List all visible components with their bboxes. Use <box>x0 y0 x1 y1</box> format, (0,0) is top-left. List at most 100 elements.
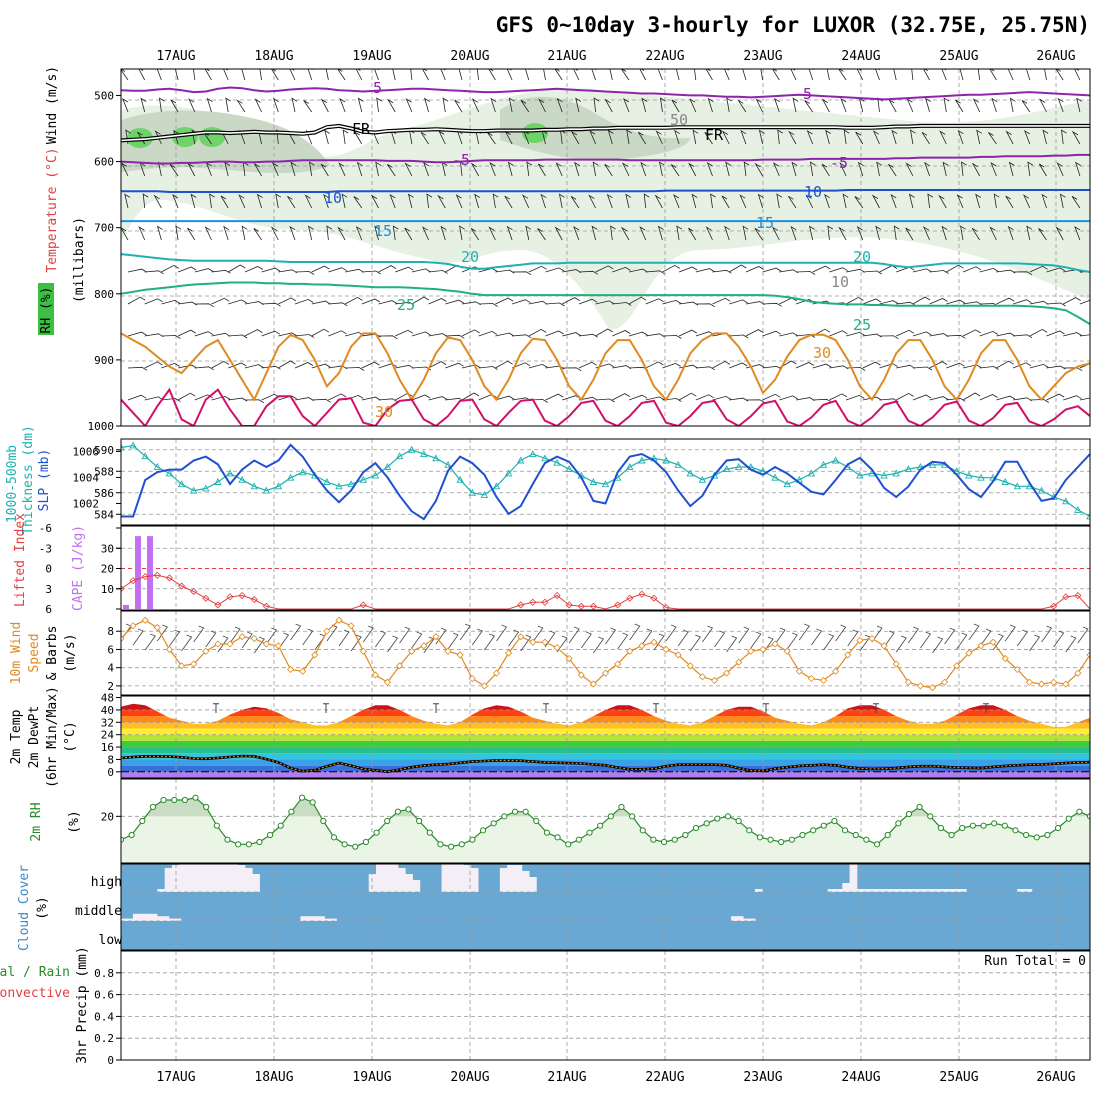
lifted-index-point <box>626 594 634 602</box>
lifted-index-point <box>177 582 186 590</box>
tick-label: 8 <box>107 625 114 638</box>
dewpoint-outline <box>121 754 1090 774</box>
wind-speed-point <box>807 675 815 683</box>
wind-speed-point <box>844 651 852 659</box>
middle-cloud-block <box>312 916 325 921</box>
wind-barb <box>474 193 481 209</box>
thickness-point <box>238 475 246 483</box>
wind-barb <box>217 635 229 653</box>
high-cloud-block <box>827 889 836 892</box>
wind-barb <box>946 362 965 369</box>
wind-barb <box>670 164 680 177</box>
wind-barb <box>842 193 849 209</box>
wind-barb <box>422 226 429 241</box>
wind-barb <box>612 393 631 401</box>
wind-speed-point <box>347 622 355 630</box>
thickness-slp-panel: 584 586 588 590 1002 1004 1006 1000-500mb Thic… <box>5 425 1091 535</box>
wind-barb <box>320 163 329 177</box>
wind-speed-point <box>1086 651 1090 659</box>
wind-barb <box>821 163 830 177</box>
wind-barb <box>326 225 333 241</box>
wind10m-panel: 2 4 6 8 10m Wind Speed & Barbs (m/s) <box>9 610 1091 696</box>
wind-barb <box>190 193 197 209</box>
wind-barb <box>320 98 329 113</box>
lifted-index-point <box>1062 593 1070 601</box>
wind-barb <box>407 193 414 209</box>
wind-barb <box>422 69 429 81</box>
wind-barb <box>990 162 997 177</box>
contour-label: FR <box>352 120 371 138</box>
wind-barb <box>442 97 449 113</box>
thickness-point <box>662 456 670 464</box>
wind-barb <box>562 297 580 305</box>
wind-barb <box>855 131 864 145</box>
wind-barb <box>662 299 682 305</box>
high-rh-spot <box>172 127 198 147</box>
wind-barb <box>762 393 781 401</box>
wind-barb <box>405 98 413 113</box>
high-cloud-block <box>499 868 508 892</box>
wind-barb <box>665 624 677 642</box>
wind-speed-point <box>723 669 731 677</box>
wind-speed-point <box>541 638 549 646</box>
wind-barb <box>556 97 563 113</box>
wind-barb <box>253 162 262 177</box>
wind-speed-point <box>456 651 464 659</box>
wind-barb <box>591 69 597 81</box>
temp-band <box>121 709 1090 717</box>
wind-barb <box>968 623 980 641</box>
wind-barb <box>211 297 230 305</box>
wind-barb <box>676 225 683 241</box>
high-cloud-block <box>237 865 246 892</box>
wind-barb <box>1055 69 1064 81</box>
tick-label: 0.6 <box>94 989 114 1002</box>
wind-barb <box>862 396 882 401</box>
wind-speed-point <box>953 662 961 670</box>
rh-point <box>1065 815 1072 822</box>
thickness-point <box>177 480 186 488</box>
wind-barb <box>1008 161 1015 177</box>
temp-mask <box>121 696 1090 727</box>
thickness-point <box>904 465 913 473</box>
wind-barb <box>1055 226 1064 241</box>
wind-barb <box>675 69 681 81</box>
wind-barb <box>228 334 248 339</box>
temp-band <box>121 765 1090 772</box>
wind-barb <box>891 129 898 145</box>
thickness-point <box>359 475 368 483</box>
wind-barb <box>694 69 700 81</box>
rh-point <box>905 810 913 818</box>
rh-point <box>437 841 444 848</box>
wind-speed-point <box>868 634 876 643</box>
lifted-index-point <box>614 601 622 609</box>
wind-barb <box>540 193 547 209</box>
rh-point <box>554 834 561 841</box>
wind-speed-point <box>517 633 525 641</box>
wind-barb <box>161 362 180 369</box>
wind-barb <box>725 161 732 177</box>
wind-speed-point <box>674 651 682 659</box>
wind-speed-point <box>601 669 610 677</box>
wind-barb <box>779 332 799 337</box>
wind-barb <box>689 634 701 652</box>
wind-speed-point <box>141 616 149 624</box>
wind-barb <box>121 162 129 177</box>
wind-barb <box>236 99 246 113</box>
thickness-point <box>1037 486 1046 494</box>
wind-barb <box>404 227 413 241</box>
wind-barb <box>826 69 832 81</box>
date-label-bottom: 21AUG <box>547 1070 586 1085</box>
wind-barb <box>520 100 530 113</box>
rh-point <box>618 803 625 811</box>
precip-total-label: Total / Rain <box>0 965 70 980</box>
rh-point <box>320 817 327 825</box>
rh-point <box>714 815 721 822</box>
thickness-point <box>553 458 561 466</box>
wind-barb <box>992 633 1004 651</box>
cape-bar <box>147 536 153 609</box>
wind-barb <box>595 300 615 305</box>
isotherm-30 <box>121 332 1090 402</box>
wind-barb <box>495 297 514 305</box>
wind-barb <box>924 161 931 177</box>
wind-barb <box>662 335 682 339</box>
